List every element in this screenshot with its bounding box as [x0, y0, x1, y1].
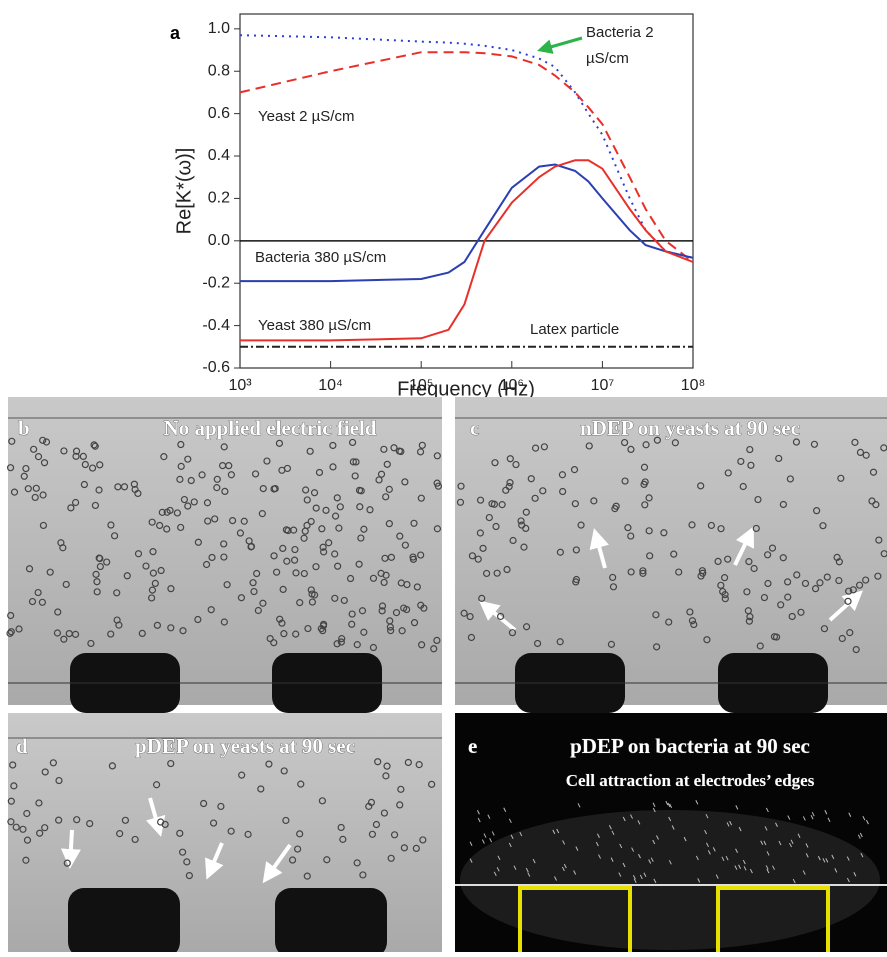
figure: a Frequency (Hz) Re[K*(ω)] b No applied … — [0, 0, 887, 952]
x-tick-label: 10⁷ — [591, 377, 615, 394]
panel-caption: No applied electric field — [164, 416, 377, 440]
series-label: Yeast 2 µS/cm — [258, 108, 354, 125]
series-label: Bacteria 2 µS/cm — [586, 20, 656, 72]
panel-label: e — [468, 734, 477, 758]
y-tick-label: 0.4 — [208, 147, 230, 164]
y-tick-label: 0.6 — [208, 105, 230, 122]
y-tick-label: 0.0 — [208, 232, 230, 249]
series-label: Bacteria 380 µS/cm — [255, 249, 386, 266]
x-tick-label: 10⁸ — [681, 377, 706, 394]
y-tick-label: 1.0 — [208, 20, 230, 37]
x-tick-label: 10³ — [228, 377, 252, 394]
panel-caption: pDEP on bacteria at 90 sec — [570, 734, 810, 758]
panel-label: b — [18, 416, 30, 440]
series-label: Latex particle — [530, 321, 619, 338]
series-line — [240, 52, 693, 262]
x-tick-label: 10⁴ — [318, 377, 343, 394]
panel-label: a — [170, 23, 181, 43]
pointer-arrow — [540, 38, 582, 50]
y-axis-title: Re[K*(ω)] — [173, 148, 195, 235]
y-tick-label: -0.2 — [202, 274, 230, 291]
y-tick-label: -0.4 — [202, 317, 230, 334]
x-tick-label: 10⁵ — [409, 377, 433, 394]
panel-caption: pDEP on yeasts at 90 sec — [135, 734, 355, 758]
y-tick-label: 0.8 — [208, 62, 230, 79]
y-tick-label: 0.2 — [208, 190, 230, 207]
panel-subcaption: Cell attraction at electrodes’ edges — [566, 771, 815, 790]
y-tick-label: -0.6 — [202, 359, 230, 376]
panel-caption: nDEP on yeasts at 90 sec — [580, 416, 800, 440]
series-label: Yeast 380 µS/cm — [258, 317, 371, 334]
panel-label: d — [16, 734, 28, 758]
x-tick-label: 10⁶ — [500, 377, 524, 394]
panel-label: c — [470, 416, 479, 440]
